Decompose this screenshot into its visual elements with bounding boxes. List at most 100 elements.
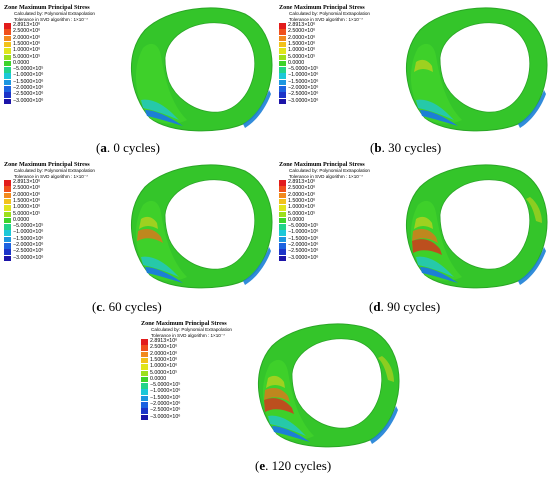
stress-band-red	[264, 398, 294, 414]
legend-swatch	[4, 205, 11, 211]
legend-level-label: 2.5000×10⁶	[288, 28, 316, 35]
legend-level-label: −3.0000×10⁶	[150, 413, 181, 420]
legend-swatch	[279, 48, 286, 54]
legend-swatch	[279, 249, 286, 255]
caption-c: (c. 60 cycles)	[92, 299, 162, 314]
legend-level-label: −5.0000×10⁵	[288, 66, 319, 73]
legend-swatch	[279, 73, 286, 79]
legend-level-label: −2.5000×10⁶	[150, 407, 181, 414]
legend-level-label: −2.0000×10⁶	[150, 401, 181, 407]
legend-swatch	[4, 224, 11, 230]
legend-swatch	[4, 86, 11, 92]
legend-swatch	[279, 255, 286, 262]
legend-swatch	[279, 180, 286, 186]
stress-band-cyan	[141, 256, 179, 277]
legend-swatch	[4, 186, 11, 192]
legend-level-label: −1.5000×10⁶	[13, 78, 44, 85]
tunnel-opening	[439, 179, 531, 270]
legend-swatch	[4, 217, 11, 224]
legend-level-label: 2.5000×10⁶	[13, 28, 41, 35]
legend-swatch	[141, 364, 148, 370]
legend-swatch	[279, 35, 286, 42]
tunnel-model	[257, 323, 400, 448]
legend-level-label: 0.0000	[288, 216, 305, 223]
legend-level-label: 2.8913×10⁶	[13, 179, 41, 185]
legend-level-label: 5.0000×10⁵	[13, 210, 41, 217]
legend-level-label: 5.0000×10⁵	[288, 210, 316, 217]
legend-level-label: 2.0000×10⁶	[13, 191, 41, 198]
stress-band-cyan	[416, 256, 454, 277]
legend-swatch	[141, 402, 148, 408]
caption-letter: c	[96, 299, 103, 314]
floor-edge-blue	[243, 247, 271, 285]
legend-level-label: −1.5000×10⁶	[288, 235, 319, 242]
legend-level-label: −5.0000×10⁵	[288, 223, 319, 230]
legend-level-label: 2.0000×10⁶	[13, 34, 41, 41]
legend-level-label: 2.5000×10⁶	[288, 185, 316, 192]
stress-band-blue	[145, 267, 183, 283]
stress-band-orange	[412, 229, 438, 243]
legend-subtitle-2: Tolerance in SVD algorithm : 1×10⁻⁷	[14, 16, 88, 22]
tunnel-model	[405, 7, 548, 132]
legend-level-label: 1.0000×10⁶	[13, 204, 41, 211]
floor-edge-blue	[518, 247, 546, 285]
caption-text: . 120 cycles	[265, 458, 327, 473]
legend-level-label: −2.0000×10⁶	[13, 85, 44, 91]
legend-level-label: 2.8913×10⁶	[150, 338, 178, 344]
legend-subtitle-2: Tolerance in SVD algorithm : 1×10⁻⁷	[14, 173, 88, 179]
legend-title: Zone Maximum Principal Stress	[4, 4, 90, 11]
legend-level-label: −2.0000×10⁶	[288, 242, 319, 248]
legend-level-label: 0.0000	[13, 216, 30, 223]
legend-subtitle-1: Calculated by: Polynomial Extrapolation	[14, 11, 95, 16]
legend-swatch	[141, 376, 148, 383]
tunnel-model	[405, 164, 548, 289]
caption-text: . 30 cycles	[381, 140, 437, 155]
legend-swatch	[279, 198, 286, 205]
floor-edge-blue	[243, 90, 271, 128]
legend-swatch	[279, 224, 286, 230]
stress-band-cyan	[416, 99, 454, 120]
legend-swatch	[4, 198, 11, 205]
tunnel-opening	[291, 338, 383, 429]
legend-level-label: −5.0000×10⁵	[13, 223, 44, 230]
stress-band-red	[412, 239, 442, 255]
legend-level-label: 2.8913×10⁶	[288, 179, 316, 185]
legend-swatch	[141, 370, 148, 376]
panel-e: Zone Maximum Principal Stress Calculated…	[137, 316, 417, 478]
legend-swatch	[279, 243, 286, 249]
legend-subtitle-1: Calculated by: Polynomial Extrapolation	[289, 168, 370, 173]
tunnel-opening	[439, 22, 531, 113]
legend-level-label: −2.5000×10⁶	[288, 248, 319, 255]
legend-title: Zone Maximum Principal Stress	[4, 161, 90, 168]
legend-swatch	[4, 35, 11, 42]
stress-band-yellow	[414, 216, 433, 229]
stress-band-yellow	[139, 216, 158, 229]
caption-letter: a	[100, 140, 107, 155]
legend-swatch	[279, 67, 286, 73]
caption-text: . 60 cycles	[102, 299, 158, 314]
legend-level-label: 2.5000×10⁶	[13, 185, 41, 192]
stress-band-blue	[272, 426, 310, 442]
legend-swatch	[279, 54, 286, 60]
legend-swatch	[279, 211, 286, 217]
legend-level-label: 5.0000×10⁵	[288, 53, 316, 60]
legend-level-label: 2.8913×10⁶	[288, 22, 316, 28]
legend-swatch	[141, 383, 148, 389]
floor-edge-blue	[518, 90, 546, 128]
legend-swatch	[4, 211, 11, 217]
legend-subtitle-2: Tolerance in SVD algorithm : 1×10⁻⁷	[289, 173, 363, 179]
stress-band-yellow	[414, 59, 433, 72]
legend-level-label: 1.0000×10⁶	[288, 204, 316, 211]
stress-band-cyan	[141, 99, 179, 120]
legend-swatch	[4, 236, 11, 243]
legend-swatch	[141, 357, 148, 364]
floor-edge-blue	[370, 406, 398, 444]
legend-level-label: 5.0000×10⁵	[13, 53, 41, 60]
legend-level-label: 1.0000×10⁶	[150, 363, 178, 370]
tunnel-opening	[164, 22, 256, 113]
legend-swatch	[279, 60, 286, 67]
legend-swatch	[4, 243, 11, 249]
stress-band-orange	[137, 229, 163, 243]
panel-d: Zone Maximum Principal Stress Calculated…	[275, 157, 550, 317]
legend-subtitle-2: Tolerance in SVD algorithm : 1×10⁻⁷	[289, 16, 363, 22]
